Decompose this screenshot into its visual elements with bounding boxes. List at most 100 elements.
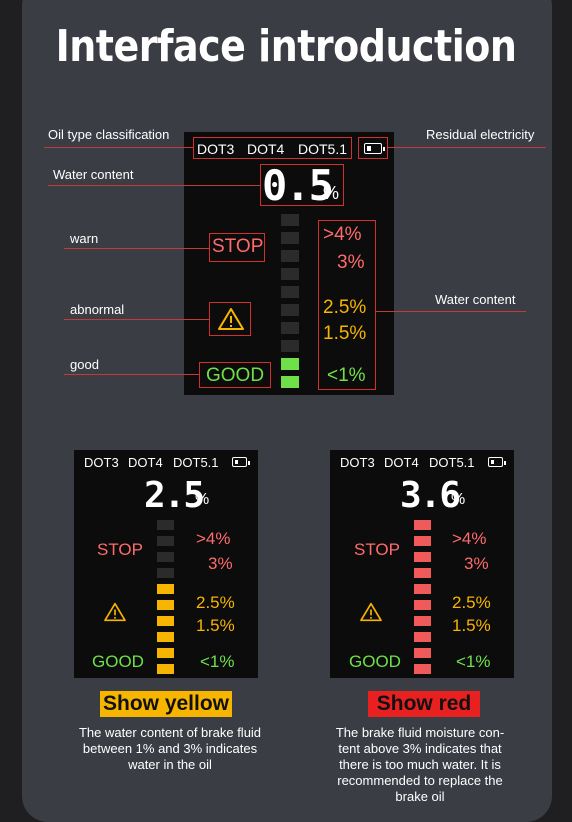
residual-leader xyxy=(388,147,546,148)
yellow-level-gt4: >4% xyxy=(196,529,231,548)
oil-type-box xyxy=(193,137,352,159)
level-segment xyxy=(414,536,431,546)
red-description: The brake fluid moisture con- tent above… xyxy=(315,725,525,805)
yellow-level-lt1: <1% xyxy=(200,652,235,671)
yellow-reading: 2.5 xyxy=(144,475,205,516)
warning-triangle-icon xyxy=(218,308,244,330)
water-content-right-label: Water content xyxy=(435,292,516,307)
level-segment xyxy=(281,304,299,316)
red-level-1-5: 1.5% xyxy=(452,616,491,635)
main-reading: 0.5 xyxy=(262,161,334,210)
level-segment xyxy=(281,340,299,352)
stop-label: STOP xyxy=(212,236,264,257)
level-segment xyxy=(281,232,299,244)
yellow-description: The water content of brake fluid between… xyxy=(60,725,280,773)
battery-box xyxy=(358,137,388,159)
level-gt4: >4% xyxy=(323,224,362,245)
level-segment xyxy=(281,214,299,226)
red-desc-line: tent above 3% indicates that xyxy=(338,741,502,756)
residual-label: Residual electricity xyxy=(426,127,535,142)
yellow-desc-line: The water content of brake fluid xyxy=(78,725,262,740)
level-segment xyxy=(414,520,431,530)
red-level-gt4: >4% xyxy=(452,529,487,548)
level-3: 3% xyxy=(337,252,365,273)
red-desc-line: brake oil xyxy=(395,789,445,804)
red-stop: STOP xyxy=(354,540,400,559)
levels-box xyxy=(318,220,376,390)
red-level-3: 3% xyxy=(464,554,489,573)
red-warning-icon xyxy=(360,602,382,622)
stop-box xyxy=(209,233,265,262)
yellow-percent: % xyxy=(195,491,210,508)
level-segment xyxy=(281,358,299,370)
level-segment xyxy=(157,648,174,658)
level-segment xyxy=(414,584,431,594)
red-desc-line: there is too much water. It is xyxy=(339,757,501,772)
yellow-good: GOOD xyxy=(92,652,144,671)
level-segment xyxy=(157,616,174,626)
level-segment xyxy=(414,616,431,626)
level-segment xyxy=(281,268,299,280)
yellow-level-2-5: 2.5% xyxy=(196,593,235,612)
dot3-label: DOT3 xyxy=(197,141,235,157)
reading-box xyxy=(260,164,344,206)
yellow-battery-icon xyxy=(232,457,250,467)
level-segment xyxy=(157,584,174,594)
red-battery-icon xyxy=(488,457,506,467)
warning-box xyxy=(209,302,251,336)
red-dot3: DOT3 xyxy=(340,455,375,470)
level-1-5: 1.5% xyxy=(323,323,367,344)
dot4-label: DOT4 xyxy=(247,141,285,157)
level-segment xyxy=(157,632,174,642)
battery-icon xyxy=(364,143,385,154)
level-segment xyxy=(414,568,431,578)
red-dot4: DOT4 xyxy=(384,455,419,470)
warn-leader xyxy=(64,248,209,249)
red-good: GOOD xyxy=(349,652,401,671)
level-segment xyxy=(281,250,299,262)
water-right-leader xyxy=(376,311,526,312)
good-box xyxy=(199,362,271,388)
yellow-stop: STOP xyxy=(97,540,143,559)
level-2-5: 2.5% xyxy=(323,297,367,318)
page-title: Interface introduction xyxy=(55,20,517,72)
yellow-desc-line: water in the oil xyxy=(128,757,212,772)
yellow-dot51: DOT5.1 xyxy=(173,455,219,470)
abnormal-label: abnormal xyxy=(70,302,125,317)
level-segment xyxy=(157,536,174,546)
level-segment xyxy=(157,552,174,562)
yellow-level-3: 3% xyxy=(208,554,233,573)
level-segment xyxy=(157,520,174,530)
warn-label: warn xyxy=(70,231,99,246)
dot51-label: DOT5.1 xyxy=(298,141,348,157)
level-segment xyxy=(414,632,431,642)
level-segment xyxy=(414,552,431,562)
red-desc-line: The brake fluid moisture con- xyxy=(335,725,505,740)
show-red-badge: Show red xyxy=(368,691,480,717)
level-segment xyxy=(157,664,174,674)
yellow-dot4: DOT4 xyxy=(128,455,163,470)
red-level-lt1: <1% xyxy=(456,652,491,671)
yellow-desc-line: between 1% and 3% indicates xyxy=(82,741,258,756)
level-segment xyxy=(157,600,174,610)
level-segment xyxy=(281,286,299,298)
yellow-dot3: DOT3 xyxy=(84,455,119,470)
good-callout-label: good xyxy=(70,357,99,372)
level-lt1: <1% xyxy=(327,365,366,386)
yellow-level-1-5: 1.5% xyxy=(196,616,235,635)
good-leader xyxy=(64,374,199,375)
red-desc-line: recommended to replace the xyxy=(337,773,503,788)
good-label: GOOD xyxy=(206,365,265,386)
red-dot51: DOT5.1 xyxy=(429,455,475,470)
level-segment xyxy=(414,648,431,658)
yellow-warning-icon xyxy=(104,602,126,622)
main-percent: % xyxy=(323,183,340,203)
level-segment xyxy=(281,322,299,334)
red-level-2-5: 2.5% xyxy=(452,593,491,612)
water-left-leader xyxy=(48,185,260,186)
show-yellow-badge: Show yellow xyxy=(100,691,232,717)
oil-type-label: Oil type classification xyxy=(48,127,170,142)
water-content-left-label: Water content xyxy=(53,167,134,182)
red-reading: 3.6 xyxy=(400,475,461,516)
level-segment xyxy=(414,664,431,674)
